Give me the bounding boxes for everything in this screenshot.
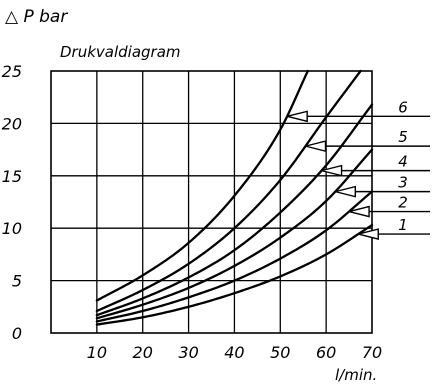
callout-1: 1: [358, 216, 430, 240]
y-tick-label: 20: [2, 114, 22, 133]
plot-frame: [50, 70, 373, 334]
y-tick-label: 10: [2, 219, 22, 238]
curve-3: [95, 148, 374, 320]
y-tick-label: 15: [2, 167, 22, 186]
x-tick-label: 20: [133, 343, 153, 362]
callout-5: 5: [305, 128, 430, 153]
callout-label: 5: [398, 128, 408, 146]
curve-callouts: 6 5 4 3 2 1: [286, 98, 430, 240]
callout-2: 2: [348, 194, 430, 218]
x-tick-label: 70: [362, 343, 382, 362]
y-tick-label: 5: [12, 272, 22, 291]
callout-arrowhead: [358, 228, 379, 240]
curve-6: [95, 69, 309, 302]
y-tick-label: 25: [2, 62, 22, 81]
y-tick-labels: 0 5 10 15 20 25: [2, 62, 22, 343]
curve-1: [95, 223, 374, 326]
callout-4: 4: [321, 153, 430, 177]
grid: [50, 70, 373, 334]
callout-label: 4: [398, 153, 408, 171]
x-tick-label: 40: [224, 343, 244, 362]
y-tick-label: 0: [12, 324, 22, 343]
x-tick-label: 30: [178, 343, 198, 362]
callout-label: 1: [398, 216, 408, 234]
y-axis-unit-label: △ P bar: [5, 7, 68, 27]
curves: [95, 69, 374, 326]
curve-5: [95, 69, 362, 313]
callout-arrowhead: [305, 140, 327, 153]
chart-title: Drukvaldiagram: [60, 43, 181, 61]
x-tick-label: 50: [270, 343, 290, 362]
callout-arrowhead: [335, 185, 357, 198]
callout-arrowhead: [321, 164, 343, 177]
callout-arrowhead: [348, 205, 370, 218]
x-tick-label: 10: [87, 343, 107, 362]
x-tick-label: 60: [316, 343, 336, 362]
x-tick-labels: 10 20 30 40 50 60 70: [87, 343, 383, 362]
callout-label: 3: [398, 174, 408, 192]
callout-label: 2: [398, 194, 408, 212]
curve-2: [95, 190, 374, 323]
curve-4: [95, 103, 374, 317]
callout-arrowhead: [286, 110, 308, 123]
callout-3: 3: [335, 174, 430, 198]
callout-label: 6: [398, 98, 408, 116]
x-axis-unit-label: l/min.: [335, 366, 377, 384]
callout-6: 6: [286, 98, 430, 123]
